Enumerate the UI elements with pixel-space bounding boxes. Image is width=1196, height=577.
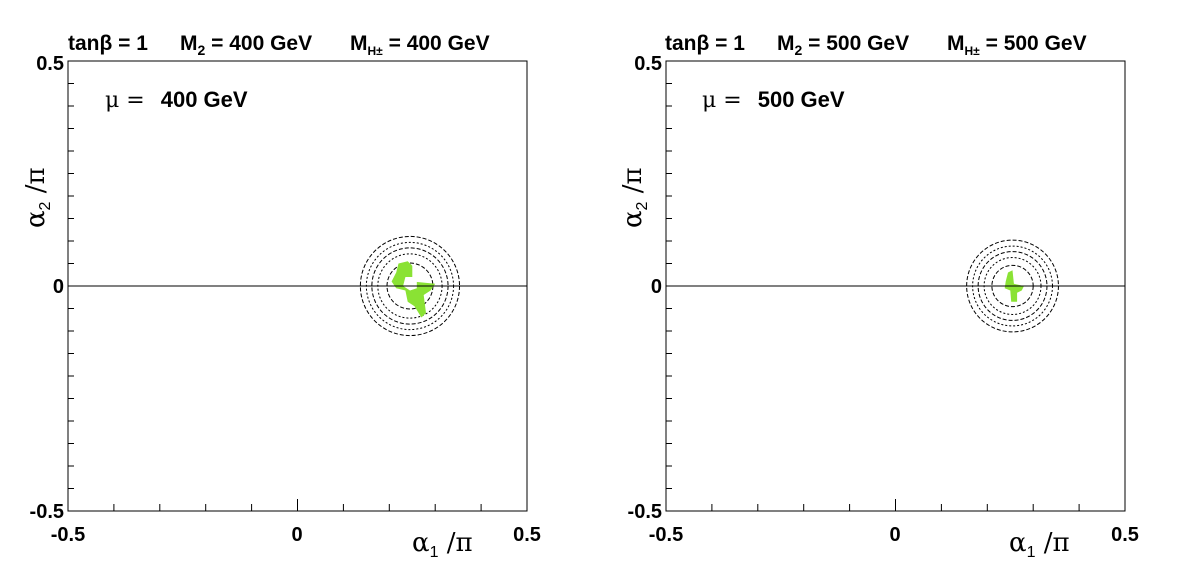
chart-panel-1: tanβ = 1 M2 = 400 GeV MH± = 400 GeV μ = 4… — [21, 32, 541, 561]
title-mhpm: MH± = 400 GeV — [350, 32, 490, 58]
x-tick-label-right: 0.5 — [1111, 524, 1139, 546]
region-gap — [403, 277, 417, 291]
title-tanbeta: tanβ = 1 — [68, 32, 148, 55]
y-tick-label-bottom: -0.5 — [628, 501, 662, 523]
x-tick-label-zero: 0 — [889, 524, 900, 546]
title-m2: M2 = 400 GeV — [180, 32, 312, 58]
y-tick-label-zero: 0 — [651, 276, 662, 298]
x-tick-label-zero: 0 — [291, 524, 302, 546]
axis-ticks — [665, 60, 1126, 512]
mu-annotation: μ = 500 GeV — [702, 87, 845, 113]
chart-panel-2: tanβ = 1 M2 = 500 GeV MH± = 500 GeV μ = 5… — [618, 32, 1139, 561]
x-tick-label-left: -0.5 — [649, 524, 683, 546]
x-axis-label: α1 /π — [412, 528, 473, 561]
y-tick-label-zero: 0 — [53, 276, 64, 298]
x-axis-label: α1 /π — [1009, 528, 1070, 561]
allowed-region-polygon — [391, 261, 436, 318]
title-mhpm: MH± = 500 GeV — [947, 32, 1087, 58]
mu-annotation: μ = 400 GeV — [105, 87, 248, 113]
y-tick-label-top: 0.5 — [36, 53, 64, 75]
y-axis-label: α2 /π — [618, 167, 651, 228]
y-axis-label: α2 /π — [21, 167, 54, 228]
title-m2: M2 = 500 GeV — [777, 32, 909, 58]
y-tick-label-top: 0.5 — [634, 53, 662, 75]
y-tick-label-bottom: -0.5 — [30, 501, 64, 523]
x-tick-label-left: -0.5 — [51, 524, 85, 546]
allowed-region — [391, 261, 436, 318]
x-tick-label-right: 0.5 — [513, 524, 541, 546]
title-tanbeta: tanβ = 1 — [665, 32, 745, 55]
